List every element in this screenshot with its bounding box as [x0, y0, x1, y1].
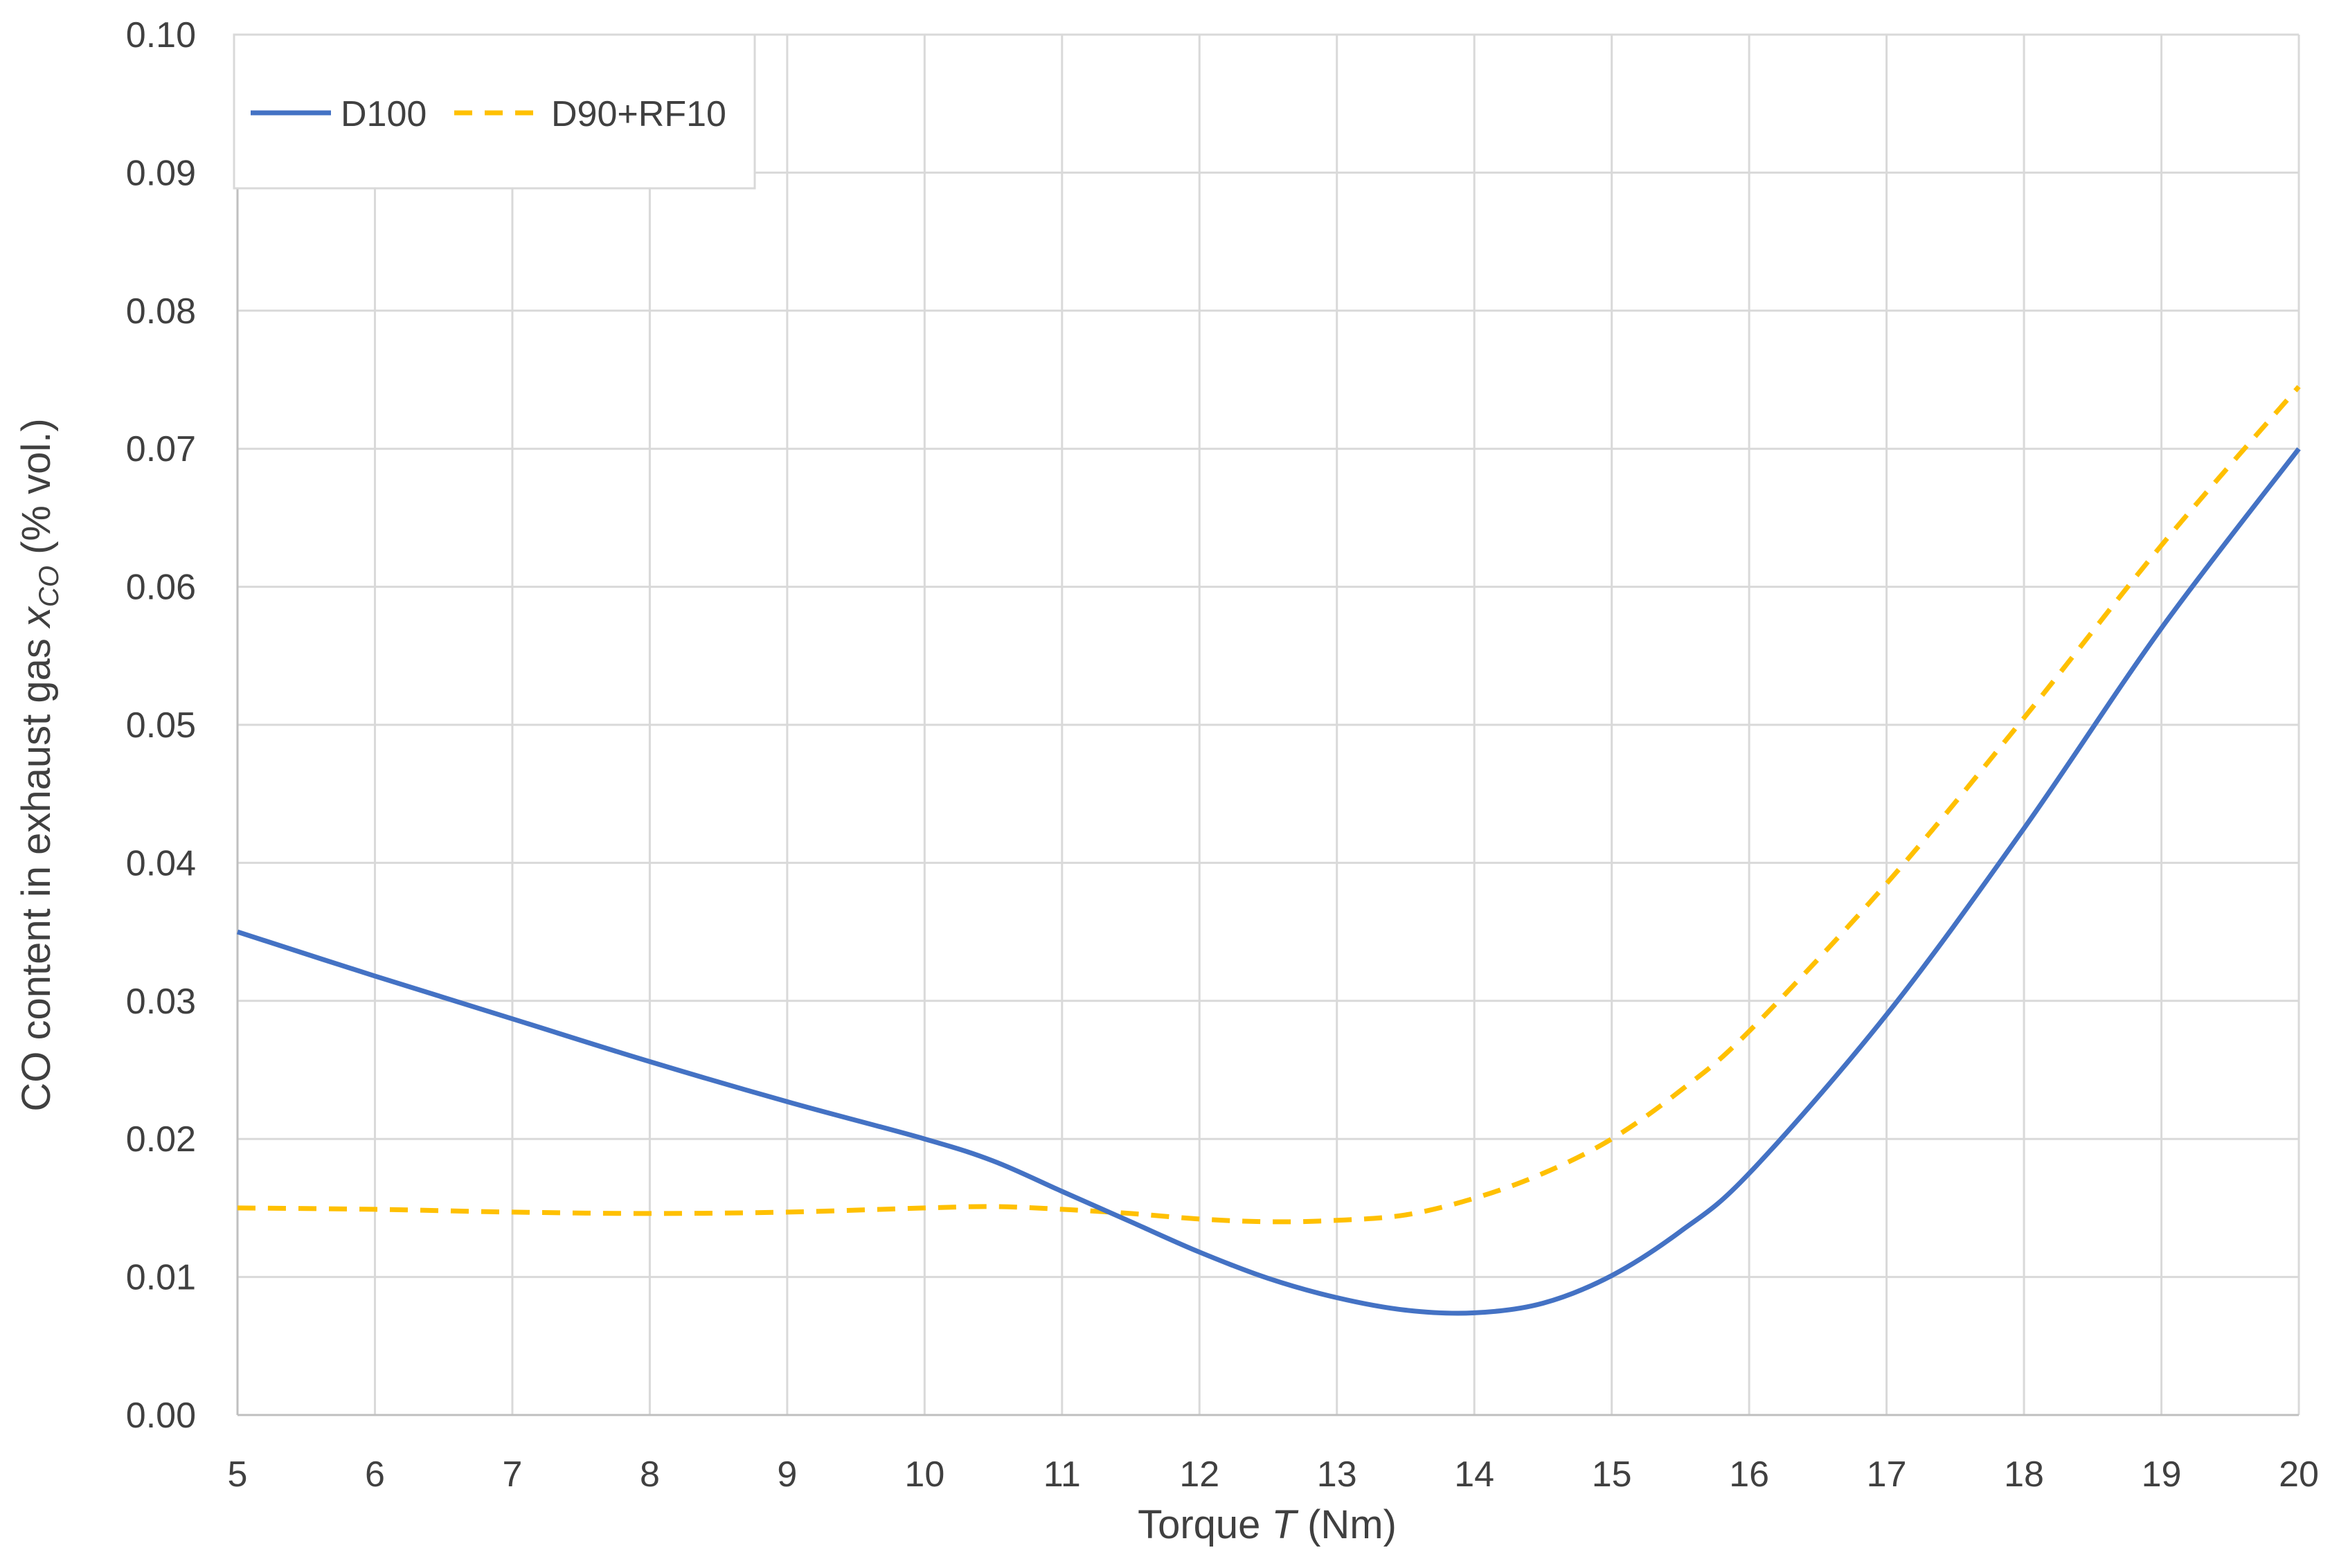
legend-label-d90-rf10: D90+RF10 [551, 94, 726, 134]
legend-label-d100: D100 [341, 94, 427, 134]
x-tick-label: 6 [365, 1454, 385, 1495]
y-tick-label: 0.06 [126, 568, 196, 608]
x-axis-title-unit: (Nm) [1296, 1502, 1397, 1547]
grid [238, 33, 2300, 1415]
x-tick-label: 11 [1043, 1454, 1081, 1495]
x-axis-title-symbol: T [1272, 1502, 1299, 1547]
series-line-d100 [236, 447, 2301, 1316]
y-axis-title-main: CO content in exhaust gas [14, 627, 59, 1112]
x-tick-label: 9 [777, 1454, 797, 1495]
x-tick-label: 5 [228, 1454, 248, 1495]
x-tick-label: 7 [502, 1454, 522, 1495]
series-line-d90-rf10 [237, 385, 2301, 1225]
tick-labels: 0.00 0.01 0.02 0.03 0.04 0.05 0.06 0.07 0.08 0.09… [126, 15, 2319, 1495]
y-axis-title-unit: (% vol.) [14, 418, 59, 566]
axes [236, 35, 2299, 1416]
y-axis-title: CO content in exhaust gas xCO (% vol.) [14, 418, 64, 1111]
x-axis-title: Torque T (Nm) [1138, 1502, 1397, 1547]
y-tick-label: 0.01 [126, 1258, 196, 1298]
x-tick-label: 20 [2279, 1454, 2319, 1495]
y-tick-label: 0.05 [126, 705, 196, 746]
y-tick-label: 0.09 [126, 153, 196, 193]
y-axis-title-symbol: x [14, 606, 59, 629]
y-tick-label: 0.03 [126, 982, 196, 1022]
x-tick-label: 10 [904, 1454, 944, 1495]
x-tick-label: 17 [1867, 1454, 1907, 1495]
x-axis-title-main: Torque [1138, 1502, 1271, 1547]
x-tick-label: 19 [2142, 1454, 2182, 1495]
legend: D100 D90+RF10 [233, 33, 756, 190]
x-tick-label: 18 [2004, 1454, 2044, 1495]
x-tick-label: 14 [1454, 1454, 1494, 1495]
y-tick-label: 0.08 [126, 291, 196, 332]
y-tick-label: 0.00 [126, 1396, 196, 1436]
x-tick-label: 8 [640, 1454, 660, 1495]
x-tick-label: 15 [1592, 1454, 1632, 1495]
x-tick-label: 16 [1729, 1454, 1769, 1495]
y-tick-label: 0.04 [126, 843, 196, 883]
series-lines [236, 385, 2301, 1316]
y-axis-title-subscript: CO [34, 566, 64, 607]
y-tick-label: 0.07 [126, 429, 196, 469]
x-tick-label: 13 [1317, 1454, 1357, 1495]
y-tick-label: 0.10 [126, 15, 196, 55]
y-tick-label: 0.02 [126, 1119, 196, 1160]
x-tick-label: 12 [1179, 1454, 1219, 1495]
